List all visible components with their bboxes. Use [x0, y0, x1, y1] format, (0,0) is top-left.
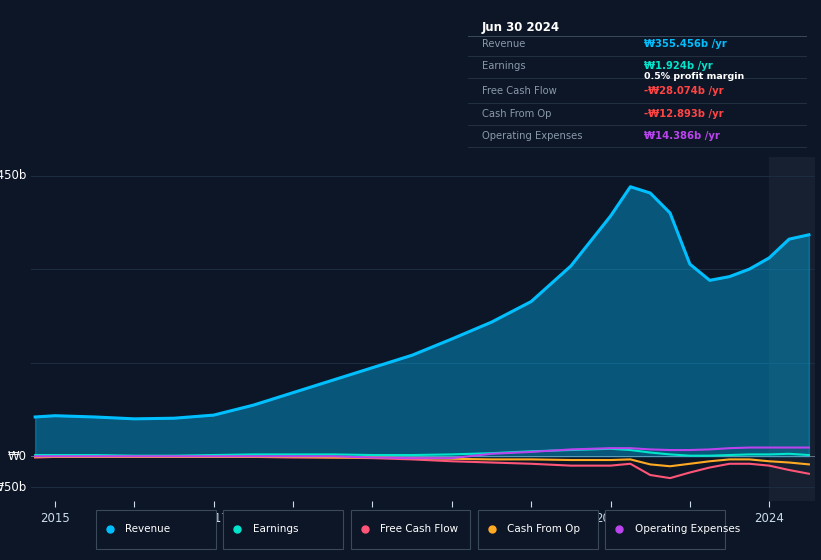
Text: Free Cash Flow: Free Cash Flow — [482, 86, 557, 96]
Text: Revenue: Revenue — [126, 525, 171, 534]
FancyBboxPatch shape — [96, 511, 216, 549]
Bar — [769, 157, 815, 501]
Text: Free Cash Flow: Free Cash Flow — [380, 525, 458, 534]
Text: Earnings: Earnings — [253, 525, 298, 534]
Text: ₩0: ₩0 — [8, 450, 27, 463]
FancyBboxPatch shape — [223, 511, 343, 549]
FancyBboxPatch shape — [351, 511, 470, 549]
FancyBboxPatch shape — [478, 511, 598, 549]
Text: Revenue: Revenue — [482, 39, 525, 49]
Text: ₩450b: ₩450b — [0, 169, 27, 182]
FancyBboxPatch shape — [605, 511, 725, 549]
Text: -₩50b: -₩50b — [0, 481, 27, 494]
Text: Cash From Op: Cash From Op — [482, 109, 551, 119]
Text: Cash From Op: Cash From Op — [507, 525, 580, 534]
Text: ₩355.456b /yr: ₩355.456b /yr — [644, 39, 727, 49]
Text: 0.5% profit margin: 0.5% profit margin — [644, 72, 745, 82]
Text: ₩1.924b /yr: ₩1.924b /yr — [644, 62, 713, 71]
Text: Operating Expenses: Operating Expenses — [635, 525, 740, 534]
Text: -₩12.893b /yr: -₩12.893b /yr — [644, 109, 724, 119]
Text: Operating Expenses: Operating Expenses — [482, 131, 582, 141]
Text: Jun 30 2024: Jun 30 2024 — [482, 21, 560, 34]
Text: -₩28.074b /yr: -₩28.074b /yr — [644, 86, 724, 96]
Text: ₩14.386b /yr: ₩14.386b /yr — [644, 131, 720, 141]
Text: Earnings: Earnings — [482, 62, 525, 71]
